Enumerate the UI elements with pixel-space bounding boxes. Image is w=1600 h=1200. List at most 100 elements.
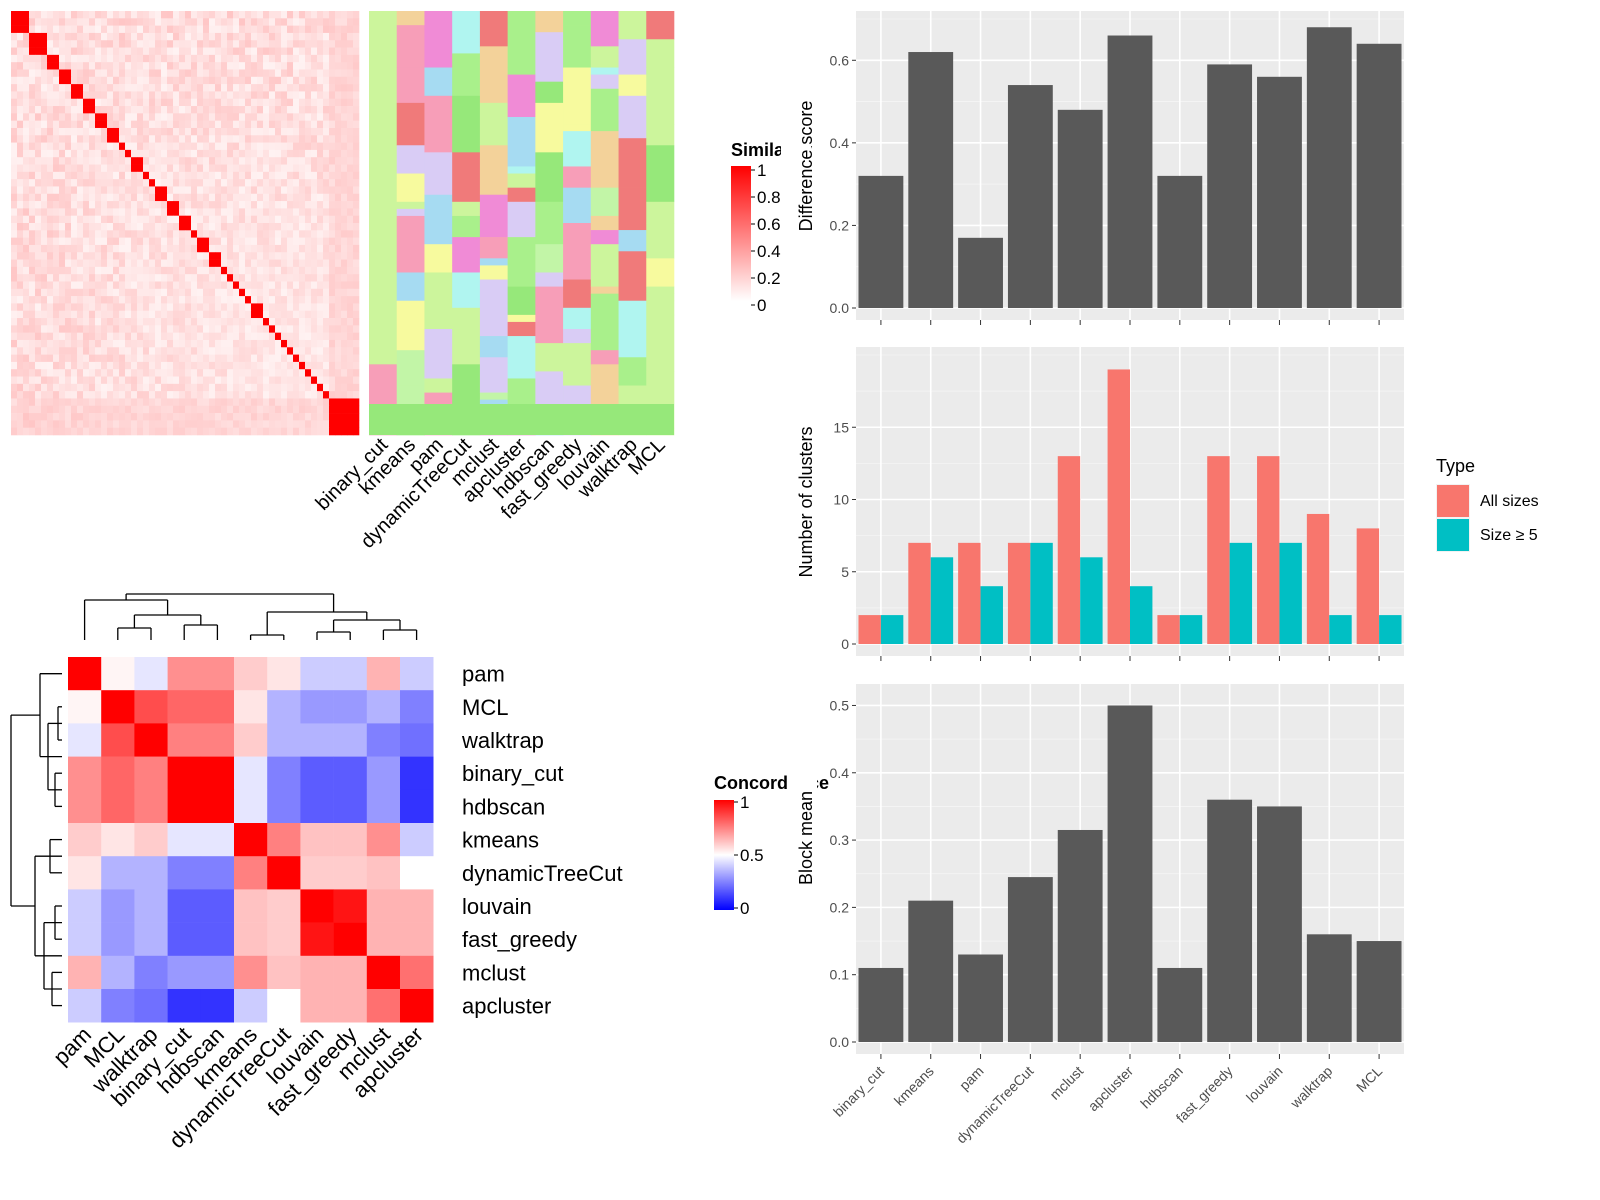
similarity-cell: [131, 325, 138, 333]
similarity-cell: [311, 186, 318, 195]
similarity-cell: [71, 157, 78, 165]
similarity-cell: [137, 127, 144, 136]
similarity-cell: [167, 47, 174, 56]
similarity-cell: [353, 91, 360, 100]
similarity-cell: [227, 361, 234, 370]
assignment-cell: [507, 117, 536, 167]
similarity-cell: [287, 398, 294, 407]
similarity-cell: [35, 303, 42, 312]
similarity-cell: [53, 361, 60, 370]
similarity-cell: [137, 25, 144, 34]
similarity-cell: [125, 274, 132, 282]
similarity-cell: [245, 193, 252, 202]
similarity-cell: [161, 69, 168, 78]
concordance-cell: [333, 856, 368, 890]
similarity-cell: [311, 391, 318, 399]
similarity-cell: [149, 69, 156, 78]
similarity-cell: [173, 84, 180, 92]
similarity-cell: [353, 76, 360, 85]
similarity-cell: [53, 69, 60, 78]
similarity-cell: [23, 223, 30, 231]
similarity-cell: [329, 347, 336, 355]
similarity-cell: [125, 91, 132, 100]
similarity-cell: [89, 347, 96, 355]
similarity-cell: [293, 391, 300, 399]
similarity-cell: [197, 201, 204, 209]
similarity-cell: [239, 354, 246, 363]
similarity-cell: [149, 157, 156, 165]
similarity-cell: [197, 142, 204, 151]
similarity-cell: [323, 215, 330, 224]
similarity-cell: [107, 339, 114, 348]
similarity-cell: [47, 288, 54, 297]
similarity-cell: [323, 266, 330, 275]
similarity-cell: [119, 354, 126, 363]
similarity-cell: [173, 186, 180, 195]
similarity-cell: [23, 149, 30, 158]
similarity-cell: [293, 266, 300, 275]
similarity-cell: [71, 354, 78, 363]
similarity-cell: [53, 40, 60, 48]
similarity-cell: [215, 142, 222, 151]
similarity-cell: [281, 413, 288, 421]
similarity-cell: [353, 142, 360, 151]
similarity-cell: [17, 325, 24, 333]
y-tick-label: 0.4: [830, 135, 850, 151]
similarity-cell: [65, 208, 72, 216]
similarity-cell: [119, 259, 126, 268]
similarity-cell: [191, 18, 198, 26]
similarity-cell: [185, 54, 192, 63]
similarity-cell: [71, 266, 78, 275]
similarity-cell: [107, 179, 114, 187]
similarity-cell: [11, 106, 18, 114]
similarity-cell: [179, 208, 186, 216]
similarity-cell: [149, 32, 156, 41]
concordance-cell: [200, 690, 235, 724]
similarity-cell: [245, 405, 252, 414]
similarity-cell: [161, 383, 168, 392]
similarity-cell: [167, 186, 174, 195]
similarity-cell: [185, 11, 192, 19]
bar: [1080, 557, 1103, 644]
similarity-cell: [161, 179, 168, 187]
similarity-cell: [101, 149, 108, 158]
similarity-cell: [47, 40, 54, 48]
similarity-cell: [293, 208, 300, 216]
similarity-cell: [173, 11, 180, 19]
similarity-cell: [173, 135, 180, 143]
similarity-cell: [65, 383, 72, 392]
similarity-cell: [179, 266, 186, 275]
assignment-cell: [646, 67, 675, 125]
similarity-cell: [173, 413, 180, 421]
similarity-cell: [11, 98, 18, 107]
similarity-cell: [161, 413, 168, 421]
similarity-cell: [197, 296, 204, 304]
similarity-legend-label: 1: [757, 161, 766, 180]
similarity-cell: [41, 354, 48, 363]
concordance-cell: [300, 922, 334, 957]
similarity-cell: [23, 347, 30, 355]
similarity-cell: [215, 171, 222, 180]
similarity-cell: [287, 376, 294, 385]
similarity-cell: [41, 281, 48, 290]
similarity-cell: [341, 274, 348, 282]
similarity-cell: [299, 120, 306, 129]
similarity-cell: [137, 120, 144, 129]
assignment-cell: [590, 293, 619, 351]
similarity-cell: [29, 76, 36, 85]
similarity-cell: [209, 252, 216, 260]
assignment-cell: [479, 237, 508, 259]
similarity-cell: [215, 69, 222, 78]
similarity-cell: [77, 369, 84, 377]
similarity-cell: [161, 274, 168, 282]
similarity-cell: [107, 113, 114, 121]
similarity-cell: [53, 91, 60, 100]
similarity-cell: [239, 296, 246, 304]
similarity-cell: [119, 237, 126, 246]
similarity-cell: [95, 303, 102, 312]
similarity-cell: [281, 18, 288, 26]
concordance-cell: [400, 723, 434, 757]
similarity-cell: [47, 84, 54, 92]
similarity-cell: [41, 266, 48, 275]
